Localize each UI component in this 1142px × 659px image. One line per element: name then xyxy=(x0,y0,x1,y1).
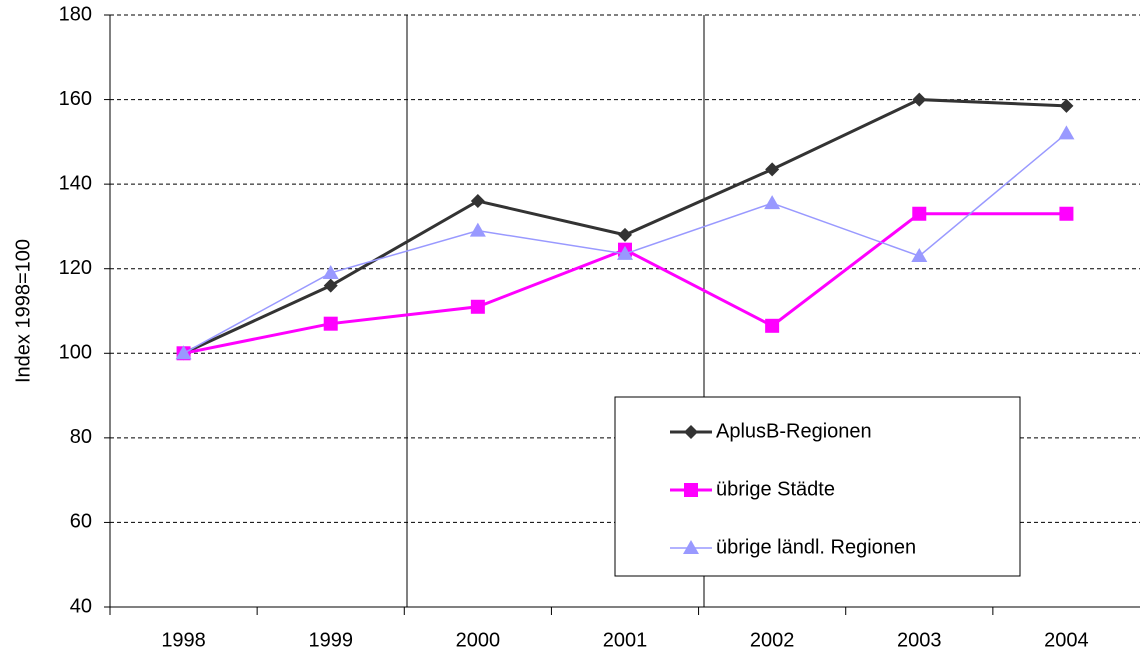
y-tick-label: 120 xyxy=(59,257,92,279)
marker xyxy=(683,540,699,554)
x-tick-label: 2002 xyxy=(750,629,795,651)
marker xyxy=(469,222,486,237)
y-tick-label: 80 xyxy=(70,426,92,448)
marker xyxy=(175,345,192,360)
legend-box xyxy=(614,396,1021,577)
x-tick-label: 1998 xyxy=(161,629,206,651)
marker xyxy=(1059,98,1074,113)
marker xyxy=(322,264,339,279)
marker xyxy=(912,92,927,107)
marker xyxy=(470,299,485,314)
marker xyxy=(617,245,633,260)
marker xyxy=(1058,125,1075,140)
series-line xyxy=(182,98,1067,355)
x-tick-label: 2000 xyxy=(456,629,501,651)
marker xyxy=(764,195,781,210)
marker xyxy=(912,206,927,221)
marker xyxy=(911,248,928,263)
y-tick-label: 140 xyxy=(59,172,92,194)
y-tick-label: 40 xyxy=(70,595,92,617)
y-tick-label: 160 xyxy=(59,88,92,110)
marker xyxy=(684,483,698,497)
legend-label: übrige Städte xyxy=(716,478,835,500)
x-tick-label: 2003 xyxy=(897,629,942,651)
marker xyxy=(618,227,632,242)
marker xyxy=(323,316,338,331)
legend-label: AplusB-Regionen xyxy=(716,420,872,442)
marker xyxy=(765,318,780,333)
x-tick-label: 1999 xyxy=(308,629,353,651)
marker xyxy=(765,162,780,177)
legend-label: übrige ländl. Regionen xyxy=(716,536,916,558)
x-tick-label: 2004 xyxy=(1044,629,1089,651)
y-tick-label: 100 xyxy=(59,342,92,364)
y-axis-label: Index 1998=100 xyxy=(12,239,34,383)
marker xyxy=(1059,206,1074,221)
y-tick-label: 60 xyxy=(70,511,92,533)
marker xyxy=(323,278,338,293)
y-tick-label: 180 xyxy=(59,3,92,25)
x-tick-label: 2001 xyxy=(603,629,648,651)
marker xyxy=(470,194,485,209)
marker xyxy=(684,425,698,439)
